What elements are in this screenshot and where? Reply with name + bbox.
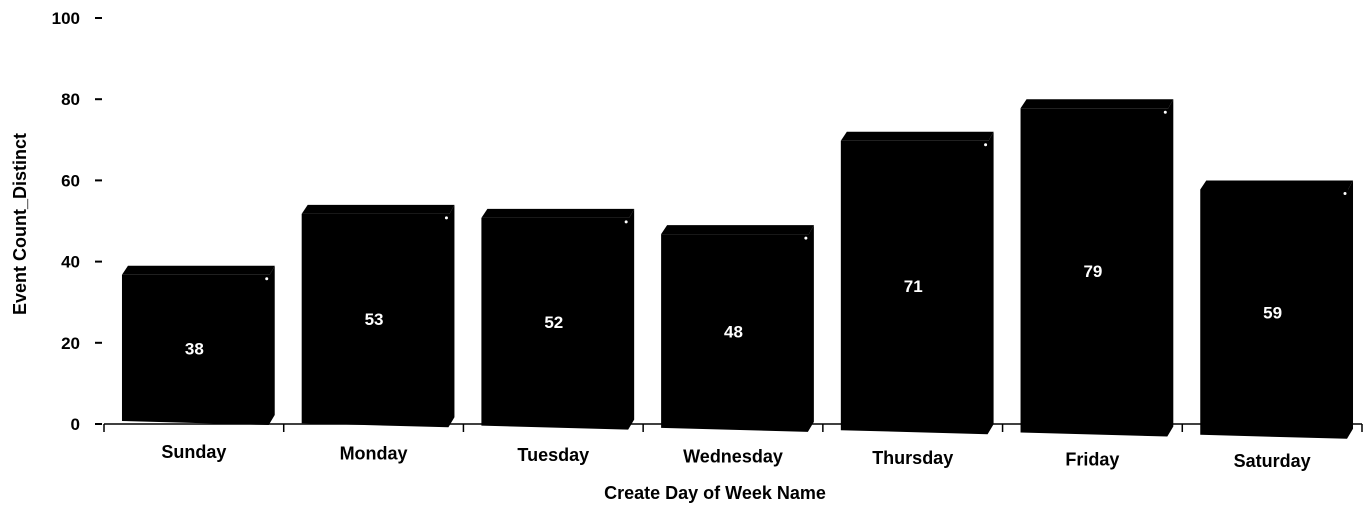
bar-top xyxy=(301,204,455,214)
y-tick-label: 0 xyxy=(71,415,80,434)
y-axis-title: Event Count_Distinct xyxy=(10,133,30,315)
bar-value-label: 53 xyxy=(365,310,384,329)
x-axis-title: Create Day of Week Name xyxy=(604,483,826,503)
bar-body xyxy=(121,265,275,425)
y-tick-label: 60 xyxy=(61,171,80,190)
y-tick-label: 80 xyxy=(61,90,80,109)
x-tick-label: Friday xyxy=(1065,450,1119,470)
bar-sunday xyxy=(121,265,275,425)
x-tick-label: Thursday xyxy=(872,448,953,468)
bar-value-label: 79 xyxy=(1083,262,1102,281)
bar-body xyxy=(301,204,455,428)
bar-thursday xyxy=(840,131,994,435)
bar-highlight xyxy=(1163,110,1167,114)
bar-top xyxy=(121,265,275,275)
bar-value-label: 59 xyxy=(1263,304,1282,323)
y-axis: 0 20 40 60 80 100 xyxy=(52,9,102,434)
bar-saturday xyxy=(1200,180,1354,439)
x-tick-label: Sunday xyxy=(161,442,226,462)
bar-highlight xyxy=(984,143,988,147)
x-tick-label: Wednesday xyxy=(683,447,783,467)
bar-tuesday xyxy=(481,208,635,430)
bar-highlight xyxy=(624,220,628,224)
bar-friday xyxy=(1020,99,1174,437)
bar-body xyxy=(1200,180,1354,439)
bar-value-label: 71 xyxy=(904,277,923,296)
bars: 38 53 52 48 71 79 59 xyxy=(121,99,1354,439)
bar-body xyxy=(840,131,994,435)
bar-top xyxy=(661,225,814,235)
bar-highlight xyxy=(804,236,808,240)
bar-body xyxy=(481,208,635,430)
bar-top xyxy=(481,208,635,218)
bar-top xyxy=(1200,180,1354,190)
bar-top xyxy=(840,131,994,141)
bar-body xyxy=(661,225,814,432)
bar-highlight xyxy=(1343,191,1347,195)
x-tick-label: Monday xyxy=(340,444,408,464)
bar-value-label: 38 xyxy=(185,339,204,358)
bar-highlight xyxy=(444,216,448,220)
category-labels: Sunday Monday Tuesday Wednesday Thursday Frid… xyxy=(161,442,1310,471)
x-tick-label: Saturday xyxy=(1234,451,1311,471)
bar-highlight xyxy=(265,277,269,281)
y-tick-label: 40 xyxy=(61,253,80,272)
y-tick-label: 100 xyxy=(52,9,80,28)
bar-monday xyxy=(301,204,455,428)
bar-wednesday xyxy=(661,225,814,432)
bar-top xyxy=(1020,99,1174,109)
bar-value-label: 48 xyxy=(724,323,743,342)
bar-body xyxy=(1020,99,1174,437)
x-tick-label: Tuesday xyxy=(517,445,589,465)
bar-value-label: 52 xyxy=(544,313,563,332)
y-tick-label: 20 xyxy=(61,334,80,353)
